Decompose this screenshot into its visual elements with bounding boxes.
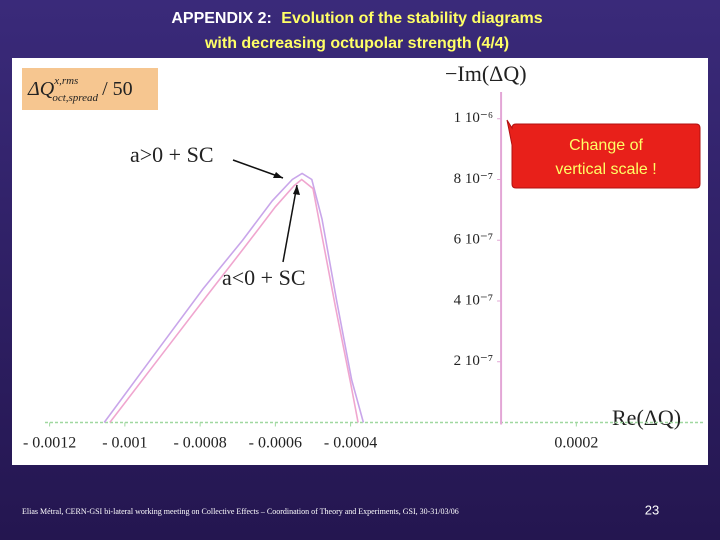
scale-symbol: ΔQ: [27, 78, 55, 100]
series-line: [103, 172, 365, 423]
scale-suffix: / 50: [102, 78, 133, 100]
x-tick-label: - 0.001: [102, 435, 147, 452]
callout-line: Change of: [569, 137, 643, 154]
y-axis-label: −Im(ΔQ): [445, 61, 527, 86]
callout-box: [506, 119, 701, 189]
series-line: [109, 178, 359, 423]
footer: Elias Métral, CERN-GSI bi-lateral workin…: [22, 507, 459, 516]
y-tick-label: 2 10⁻⁷: [454, 353, 493, 369]
callout-line: vertical scale !: [555, 161, 656, 178]
title-prefix: APPENDIX 2:: [171, 10, 271, 27]
x-tick-label: - 0.0008: [173, 435, 226, 452]
page-number: 23: [645, 502, 659, 517]
x-tick-label: - 0.0006: [249, 435, 302, 452]
annotation-arrow: [282, 184, 298, 263]
title-line-1: Evolution of the stability diagrams: [281, 10, 542, 27]
title-line-2: with decreasing octupolar strength (4/4): [204, 35, 509, 52]
series-annotation: a<0 + SC: [222, 265, 306, 290]
y-tick-label: 1 10⁻⁶: [454, 110, 493, 126]
x-axis-label: Re(ΔQ): [612, 405, 681, 430]
y-tick-label: 4 10⁻⁷: [454, 292, 493, 308]
arrow-head: [293, 185, 300, 195]
y-tick-label: 6 10⁻⁷: [454, 232, 493, 248]
x-tick-label: 0.0002: [554, 435, 598, 452]
scale-subscript: oct,spread: [52, 92, 98, 104]
x-tick-label: - 0.0004: [324, 435, 377, 452]
x-tick-label: - 0.0012: [23, 435, 76, 452]
scale-note-box: [22, 68, 158, 110]
scale-note: ΔQx,rms oct,spread / 50: [27, 75, 133, 104]
slide-title: APPENDIX 2: Evolution of the stability d…: [171, 10, 542, 27]
series-annotation: a>0 + SC: [130, 142, 214, 167]
plot-area: [12, 58, 708, 465]
plot: - 0.0012 - 0.001 - 0.0008 - 0.0006 - 0.0004 0…: [23, 92, 704, 452]
y-tick-label: 8 10⁻⁷: [454, 171, 493, 187]
scale-superscript: x,rms: [53, 75, 78, 87]
arrow-head: [273, 172, 283, 178]
